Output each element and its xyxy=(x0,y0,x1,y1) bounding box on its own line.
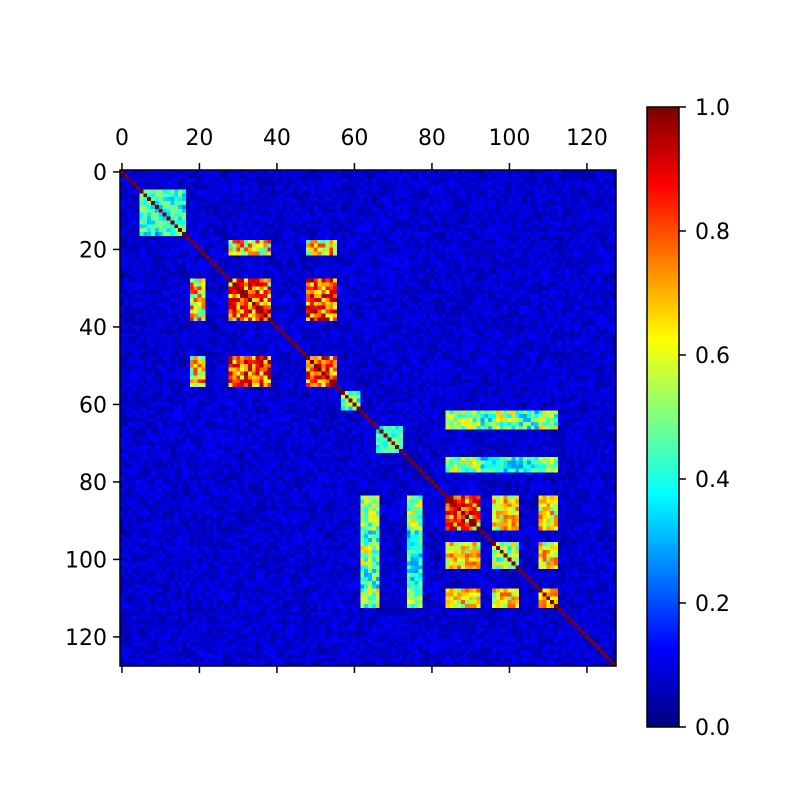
x-tick-label: 80 xyxy=(418,126,446,151)
colorbar-tick-label: 0.2 xyxy=(695,592,730,617)
heatmap-frame xyxy=(119,169,617,667)
x-tick-label: 20 xyxy=(185,126,213,151)
x-tick-label: 120 xyxy=(566,126,608,151)
heatmap-matrix xyxy=(120,170,616,666)
colorbar-tick-label: 0.0 xyxy=(695,716,730,741)
x-tick-label: 60 xyxy=(340,126,368,151)
colorbar-tick-label: 0.4 xyxy=(695,468,730,493)
colorbar-frame xyxy=(646,106,680,728)
colorbar-ticks: 0.0 0.2 0.4 0.6 0.8 1.0 xyxy=(679,96,730,741)
x-tick-label: 40 xyxy=(263,126,291,151)
colorbar-tick-label: 1.0 xyxy=(695,96,730,121)
y-tick-label: 0 xyxy=(93,161,107,186)
colorbar-tick-label: 0.8 xyxy=(695,220,730,245)
y-tick-label: 120 xyxy=(65,626,107,651)
y-tick-label: 60 xyxy=(79,393,107,418)
y-axis-ticks: 0 20 40 60 80 100 120 xyxy=(65,161,120,651)
y-tick-label: 80 xyxy=(79,471,107,496)
x-tick-label: 0 xyxy=(115,126,129,151)
colorbar-tick-label: 0.6 xyxy=(695,344,730,369)
y-tick-label: 100 xyxy=(65,548,107,573)
y-tick-label: 20 xyxy=(79,238,107,263)
x-axis-ticks-top: 0 20 40 60 80 100 120 xyxy=(115,126,608,170)
x-axis-ticks-bottom xyxy=(121,666,588,673)
x-tick-label: 100 xyxy=(488,126,530,151)
colorbar-gradient xyxy=(647,107,679,727)
y-tick-label: 40 xyxy=(79,316,107,341)
